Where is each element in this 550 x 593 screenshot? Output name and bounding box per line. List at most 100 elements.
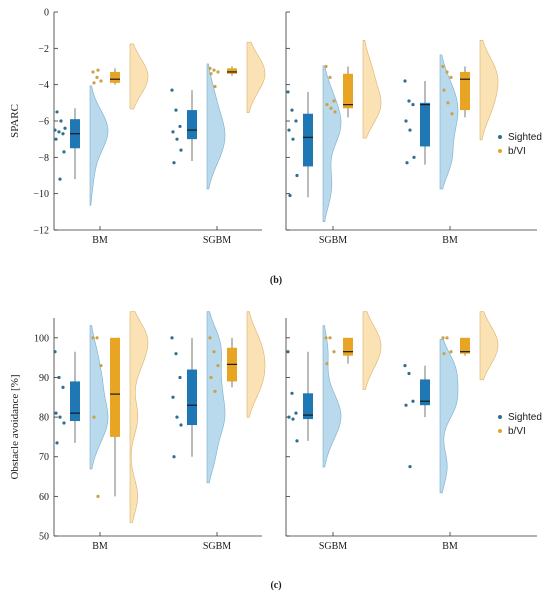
point-sighted (170, 336, 174, 340)
y-tick-label: −6 (38, 117, 49, 128)
point-sighted (171, 395, 175, 399)
point-bvi (92, 81, 96, 85)
violin-bvi (129, 43, 149, 110)
point-sighted (407, 371, 411, 376)
x-tick-label: BM (92, 235, 108, 246)
point-bvi (209, 375, 213, 380)
point-sighted (403, 79, 407, 83)
point-sighted (55, 110, 59, 114)
point-bvi (91, 70, 95, 74)
y-tick-label: 80 (39, 413, 49, 424)
point-sighted (295, 439, 299, 443)
x-tick-label: SGBM (319, 235, 347, 246)
point-sighted (57, 130, 61, 134)
legend-marker (498, 135, 502, 139)
y-tick-label: 100 (34, 333, 49, 344)
point-sighted (404, 119, 408, 123)
y-tick-label: 60 (39, 492, 49, 503)
violin-sighted (439, 339, 459, 494)
point-bvi (208, 336, 212, 340)
legend-0: Sighted b/VI (498, 132, 542, 157)
box-bvi (460, 71, 470, 111)
point-bvi (441, 64, 445, 69)
legend-marker (498, 415, 502, 419)
point-sighted (294, 119, 298, 123)
point-bvi (328, 75, 332, 79)
charts-layer: SPARC 0 −2 −4 −6 −8 −10 −12 BM SGBM SGBM BM Sighted b… (9, 8, 542, 553)
y-tick-label: 50 (39, 532, 49, 543)
legend-label: Sighted (508, 412, 542, 423)
x-tick-label: BM (442, 235, 458, 246)
violin-sighted (206, 63, 226, 190)
y-tick-label: −10 (33, 189, 49, 200)
y-tick-label: 0 (44, 8, 49, 19)
point-sighted (179, 148, 183, 152)
legend-label: Sighted (508, 132, 542, 143)
caption-b: (b) (270, 275, 282, 286)
box-sighted (187, 110, 197, 140)
y-axis-label-0: SPARC (9, 104, 21, 138)
box-sighted (420, 379, 430, 406)
x-tick-label: SGBM (203, 541, 231, 552)
point-sighted (61, 132, 65, 136)
point-sighted (179, 423, 183, 427)
box-bvi (227, 68, 237, 74)
violin-bvi (479, 311, 499, 381)
point-sighted (288, 193, 292, 198)
x-tick-label: BM (92, 541, 108, 552)
point-bvi (445, 70, 449, 74)
point-bvi (216, 363, 220, 368)
y-tick-label: −12 (33, 226, 49, 237)
point-bvi (442, 352, 446, 356)
point-bvi (328, 336, 332, 340)
y-axis-label-1: Obstacle avoidance [%] (9, 374, 21, 479)
point-sighted (63, 126, 67, 130)
point-sighted (54, 137, 58, 141)
point-bvi (446, 101, 450, 105)
point-bvi (96, 68, 100, 72)
point-bvi (213, 84, 217, 89)
point-bvi (209, 72, 213, 76)
box-sighted (187, 369, 197, 426)
point-sighted (175, 415, 179, 419)
point-bvi (333, 110, 337, 114)
panel-1-1: SGBM BM (285, 311, 537, 552)
point-bvi (450, 112, 454, 116)
point-sighted (287, 128, 291, 132)
point-bvi (324, 64, 328, 69)
y-tick-label: −2 (38, 44, 49, 55)
point-sighted (291, 137, 295, 141)
box-sighted (303, 113, 313, 167)
point-bvi (216, 70, 220, 74)
x-tick-label: BM (442, 541, 458, 552)
panel-1-0: 100 90 80 70 60 50 BM SGBM (34, 311, 266, 552)
x-tick-label: SGBM (203, 235, 231, 246)
point-bvi (324, 336, 328, 340)
box-bvi (460, 337, 470, 354)
point-bvi (212, 68, 216, 72)
legend-1: Sighted b/VI (498, 412, 542, 437)
violin-bvi (479, 40, 499, 141)
point-sighted (407, 99, 411, 103)
point-bvi (213, 389, 217, 393)
point-sighted (62, 150, 66, 154)
caption-c: (c) (270, 580, 281, 591)
box-bvi (110, 71, 120, 83)
y-tick-label: −4 (38, 80, 49, 91)
point-sighted (53, 128, 57, 132)
y-tick-label: −8 (38, 153, 49, 164)
violin-bvi (362, 311, 382, 391)
violin-sighted (322, 325, 342, 468)
x-tick-label: SGBM (319, 541, 347, 552)
panel-0-0: 0 −2 −4 −6 −8 −10 −12 BM SGBM (33, 8, 266, 246)
violin-bvi (362, 40, 382, 139)
point-bvi (445, 336, 449, 340)
point-bvi (99, 363, 103, 368)
box-sighted (70, 381, 80, 422)
legend-label: b/VI (508, 426, 526, 437)
point-bvi (91, 336, 95, 340)
point-sighted (408, 465, 412, 469)
point-bvi (95, 75, 99, 79)
point-bvi (332, 99, 336, 103)
point-sighted (403, 363, 407, 368)
